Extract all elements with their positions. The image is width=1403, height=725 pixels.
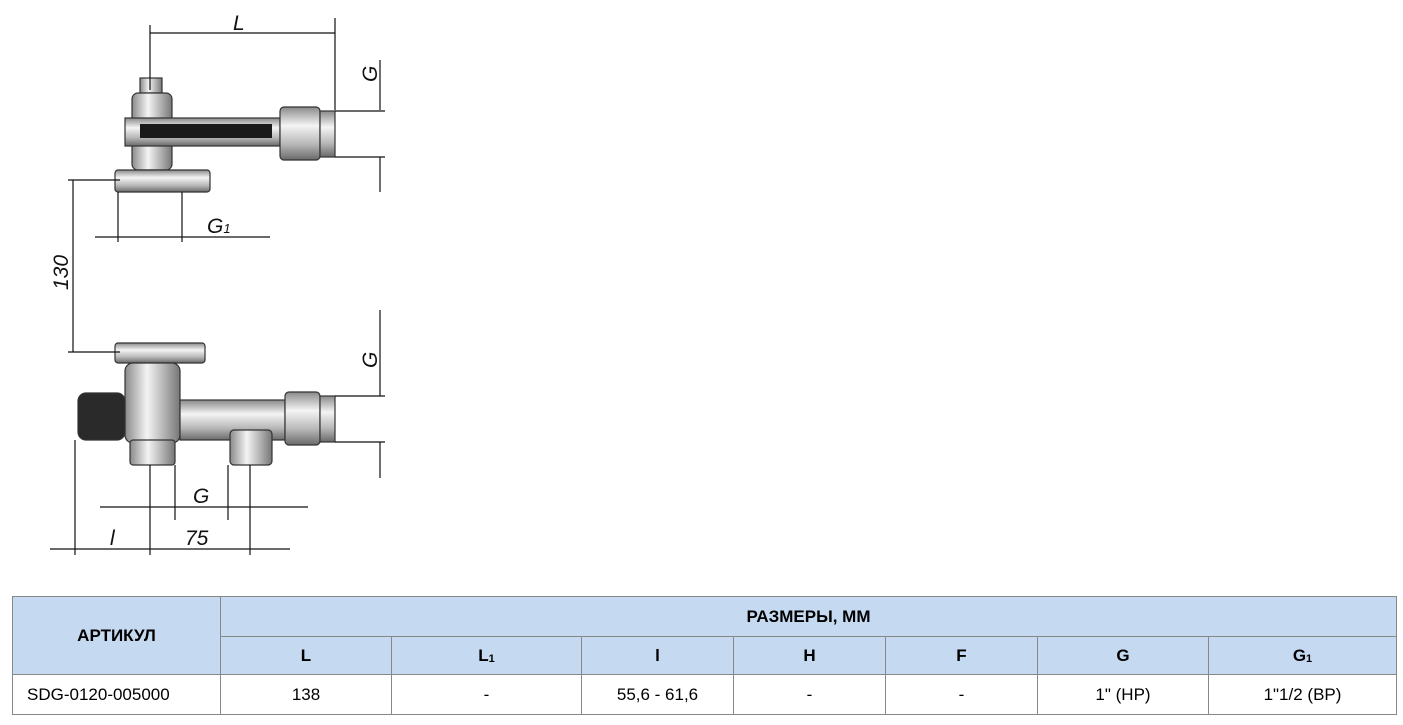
dim-label: l	[110, 527, 116, 550]
column-sub: 1	[1306, 652, 1313, 665]
column-name: l	[655, 645, 660, 665]
table-cell: 138	[220, 674, 392, 715]
column-header: l	[581, 636, 734, 675]
spec-table: АРТИКУЛ РАЗМЕРЫ, ММ L L1 l H F G G1 SDG-0120-0…	[12, 596, 1397, 715]
top-valve	[114, 77, 336, 193]
table-cell: SDG-0120-005000	[12, 674, 221, 715]
table-cell: -	[391, 674, 582, 715]
label-main: G	[207, 215, 223, 238]
column-name: F	[956, 645, 967, 665]
dim-label: 75	[185, 527, 209, 550]
table-cell: 1" (НР)	[1037, 674, 1209, 715]
column-header: H	[733, 636, 886, 675]
drawing: L G G1 130 G G l 75	[50, 12, 385, 555]
column-header: G1	[1208, 636, 1397, 675]
table-cell: 1"1/2 (ВР)	[1208, 674, 1397, 715]
dimension-lines	[50, 18, 385, 555]
column-header: G	[1037, 636, 1209, 675]
dim-label: 130	[50, 255, 73, 290]
column-name: L	[478, 645, 489, 665]
table-cell: -	[733, 674, 886, 715]
header-cell: АРТИКУЛ	[12, 596, 221, 675]
label-sub: 1	[223, 221, 230, 236]
column-name: G	[1292, 645, 1307, 665]
table-cell: 55,6 - 61,6	[581, 674, 734, 715]
column-name: L	[300, 645, 312, 665]
column-name: H	[803, 645, 816, 665]
column-sub: 1	[488, 652, 495, 665]
column-name: G	[1116, 645, 1130, 665]
dim-label: G	[193, 485, 209, 508]
dim-label: G	[359, 66, 382, 82]
column-header: L1	[391, 636, 582, 675]
table-cell: -	[885, 674, 1038, 715]
column-header: F	[885, 636, 1038, 675]
dim-label: G1	[207, 215, 231, 238]
dim-label: G	[359, 352, 382, 368]
dim-label: L	[233, 12, 245, 35]
header-cell: РАЗМЕРЫ, ММ	[220, 596, 1397, 637]
column-header: L	[220, 636, 392, 675]
bottom-valve	[77, 342, 336, 466]
